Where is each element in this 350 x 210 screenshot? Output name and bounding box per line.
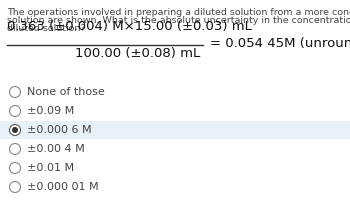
Text: = 0.054 45M (unrounded): = 0.054 45M (unrounded) [210, 37, 350, 50]
Text: 100.00 (±0.08) mL: 100.00 (±0.08) mL [75, 47, 200, 60]
Text: None of those: None of those [27, 87, 105, 97]
Circle shape [9, 87, 21, 97]
Circle shape [9, 163, 21, 173]
Text: solution are shown. What is the absolute uncertainty in the concentration of the: solution are shown. What is the absolute… [7, 16, 350, 25]
Text: ±0.000 6 M: ±0.000 6 M [27, 125, 92, 135]
Circle shape [9, 181, 21, 193]
Circle shape [9, 143, 21, 155]
Circle shape [9, 125, 21, 135]
Text: ±0.09 M: ±0.09 M [27, 106, 74, 116]
Text: diluted solution?: diluted solution? [7, 24, 85, 33]
Text: ±0.00 4 M: ±0.00 4 M [27, 144, 85, 154]
Text: ±0.01 M: ±0.01 M [27, 163, 74, 173]
Text: ±0.000 01 M: ±0.000 01 M [27, 182, 99, 192]
Text: 0.363 (±0.004) M×15.00 (±0.03) mL: 0.363 (±0.004) M×15.00 (±0.03) mL [7, 20, 252, 33]
Text: The operations involved in preparing a diluted solution from a more concentrated: The operations involved in preparing a d… [7, 8, 350, 17]
Circle shape [9, 105, 21, 117]
FancyBboxPatch shape [0, 121, 350, 139]
Circle shape [12, 127, 18, 133]
